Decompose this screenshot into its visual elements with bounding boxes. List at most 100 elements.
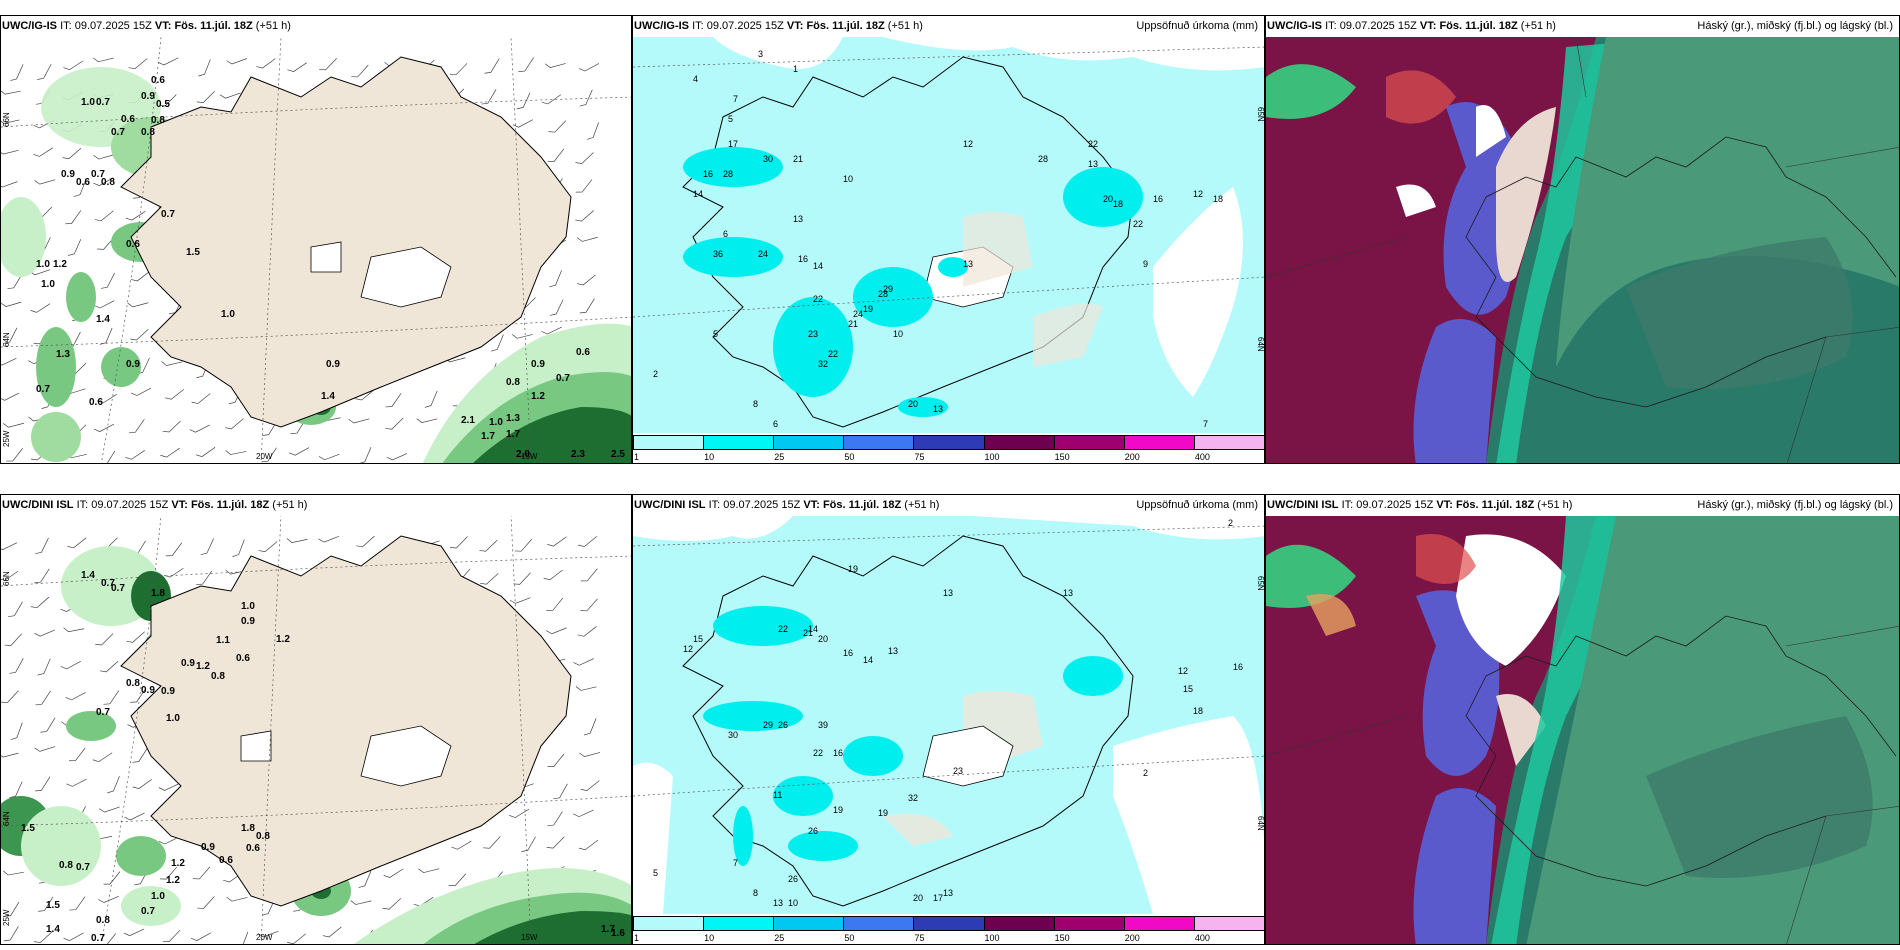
accum-precip-label: 23 — [953, 766, 963, 776]
lat-label-64n: 64N — [2, 332, 11, 347]
wind-barb — [92, 752, 113, 763]
colorbar-tick-label: 25 — [774, 452, 785, 462]
row1-right-map — [1266, 37, 1899, 463]
wind-barb — [33, 147, 54, 157]
wind-barb — [34, 629, 55, 637]
wind-barb — [481, 89, 497, 105]
wind-barb — [164, 389, 185, 400]
precip-value-label: 0.7 — [96, 707, 110, 718]
colorbar-swatch — [703, 435, 775, 450]
wind-barb — [385, 393, 402, 408]
accum-precip-label: 26 — [808, 826, 818, 836]
wind-barb — [132, 747, 148, 763]
colorbar-swatch — [983, 916, 1055, 931]
accum-precip-label: 22 — [778, 624, 788, 634]
row1-mid-field-title: Uppsöfnuð úrkoma (mm) — [1136, 20, 1258, 32]
accum-precip-label: 13 — [888, 646, 898, 656]
wind-barb — [95, 633, 114, 646]
colorbar-swatch — [773, 435, 845, 450]
precip-value-label: 0.8 — [256, 831, 270, 842]
wind-barb — [34, 179, 56, 185]
accum-precip-label: 22 — [813, 748, 823, 758]
precip-value-label: 1.2 — [276, 634, 290, 645]
precip-value-label: 1.5 — [21, 823, 35, 834]
precip-value-label: 0.8 — [151, 115, 165, 126]
accum-precip-label: 36 — [713, 249, 723, 259]
accum-precip-label: 13 — [1088, 159, 1098, 169]
wind-barb — [98, 806, 120, 813]
wind-barb — [191, 393, 211, 404]
accum-precip-label: 22 — [1088, 139, 1098, 149]
row1-right-field-title: Háský (gr.), miðský (fj.bl.) og lágský (… — [1697, 20, 1893, 32]
wind-barb — [1, 149, 19, 155]
colorbar-swatch — [1123, 435, 1195, 450]
precip-value-label: 1.7 — [481, 431, 495, 442]
wind-barb — [543, 569, 563, 581]
colorbar-tick-label: 200 — [1124, 452, 1140, 462]
wind-barb — [351, 64, 369, 78]
wind-barb — [161, 361, 183, 366]
precip-value-label: 0.6 — [76, 177, 90, 188]
precip-value-label: 0.7 — [111, 583, 125, 594]
precip-hotspots — [683, 147, 1143, 417]
precip-value-label: 1.5 — [46, 900, 60, 911]
precip-value-label: 0.7 — [101, 578, 115, 589]
accum-precip-label: 8 — [753, 399, 758, 409]
wind-barb — [10, 722, 23, 741]
precip-value-label: 1.0 — [41, 279, 55, 290]
wind-barb — [226, 58, 248, 65]
wind-barb — [424, 390, 438, 408]
precip-value-label: 0.8 — [101, 177, 115, 188]
wind-barb — [575, 179, 593, 193]
wind-barb — [126, 631, 145, 643]
wind-barb — [225, 418, 244, 430]
wind-barb — [123, 928, 145, 937]
wind-barb — [382, 898, 402, 910]
accum-precip-label: 2 — [1143, 768, 1148, 778]
wind-barb — [192, 866, 211, 880]
wind-barb — [583, 718, 597, 736]
wind-barb — [125, 210, 146, 221]
lat-label-64n: 64N — [2, 811, 11, 826]
wind-barb — [130, 688, 146, 703]
wind-barb — [97, 237, 115, 250]
wind-barb — [1, 357, 17, 366]
precip-value-label: 1.2 — [53, 259, 67, 270]
precip-value-label: 0.6 — [121, 114, 135, 125]
accum-precip-label: 18 — [1193, 706, 1203, 716]
colorbar-swatch — [843, 916, 915, 931]
wind-barb — [541, 94, 562, 105]
wind-barb — [160, 866, 178, 880]
wind-barb — [226, 896, 248, 902]
wind-barb — [99, 933, 116, 944]
wind-barb — [3, 422, 24, 428]
accum-precip-label: 32 — [908, 793, 918, 803]
colorbar-swatch — [703, 916, 775, 931]
precip-value-label: 0.6 — [151, 75, 165, 86]
wind-barb — [7, 273, 23, 290]
precip-value-label: 0.9 — [181, 658, 195, 669]
wind-barb — [573, 809, 594, 818]
accum-precip-label: 18 — [1213, 194, 1223, 204]
wind-barb — [103, 690, 120, 705]
wind-barb — [35, 537, 49, 555]
precip-value-label: 1.4 — [96, 314, 110, 325]
accum-precip-label: 20 — [908, 399, 918, 409]
wind-barb — [1, 752, 19, 758]
wind-barb — [60, 660, 81, 670]
wind-barb — [38, 896, 54, 912]
accum-precip-label: 16 — [798, 254, 808, 264]
accum-precip-label: 24 — [853, 309, 863, 319]
wind-barb — [99, 327, 113, 345]
wind-barb — [101, 272, 115, 289]
precip-value-label: 0.9 — [141, 685, 155, 696]
accum-precip-label: 19 — [848, 564, 858, 574]
wind-barb — [66, 778, 87, 787]
wind-barb — [546, 627, 567, 635]
accum-precip-label: 2 — [1228, 518, 1233, 528]
wind-barb — [132, 778, 153, 789]
accum-precip-label: 6 — [723, 229, 728, 239]
precip-value-label: 1.4 — [321, 391, 335, 402]
wind-barb — [8, 601, 23, 618]
